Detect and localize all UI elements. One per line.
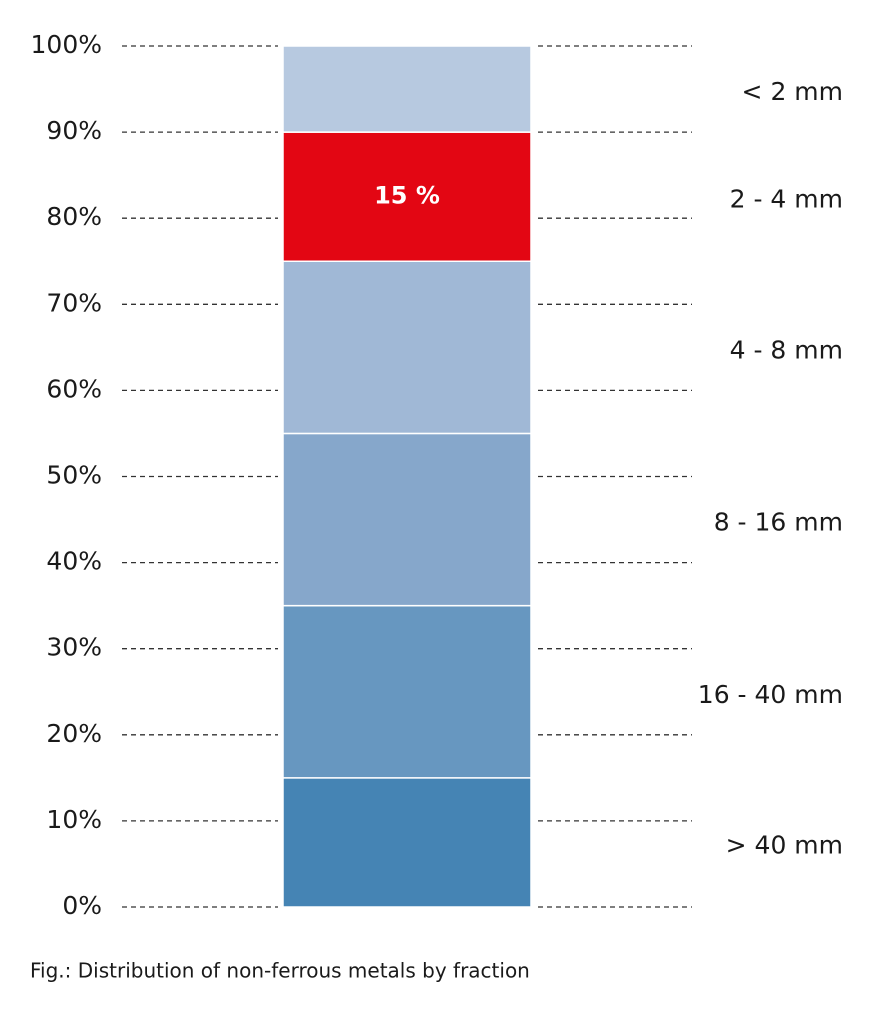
legend-label: 8 - 16 mm (714, 508, 843, 537)
bar-segment (282, 604, 532, 779)
y-tick-label: 30% (46, 633, 102, 662)
bar-segment (282, 260, 532, 435)
y-tick-label: 90% (46, 116, 102, 145)
legend-label: 4 - 8 mm (730, 335, 843, 364)
bar-segment (282, 131, 532, 262)
y-tick-label: 80% (46, 202, 102, 231)
y-tick-label: 10% (46, 805, 102, 834)
y-tick-label: 0% (62, 891, 102, 920)
caption: Fig.: Distribution of non-ferrous metals… (30, 959, 530, 983)
legend-label: < 2 mm (742, 77, 843, 106)
bar-segment (282, 777, 532, 908)
data-label: 15 % (374, 182, 440, 210)
bar-segment (282, 432, 532, 607)
bar-segment (282, 45, 532, 133)
y-tick-label: 100% (31, 30, 102, 59)
y-tick-label: 50% (46, 461, 102, 490)
y-tick-label: 60% (46, 374, 102, 403)
legend-label: > 40 mm (726, 830, 843, 859)
y-tick-label: 70% (46, 288, 102, 317)
legend-label: 16 - 40 mm (698, 680, 843, 709)
y-tick-label: 40% (46, 547, 102, 576)
y-tick-label: 20% (46, 719, 102, 748)
legend-label: 2 - 4 mm (730, 185, 843, 214)
